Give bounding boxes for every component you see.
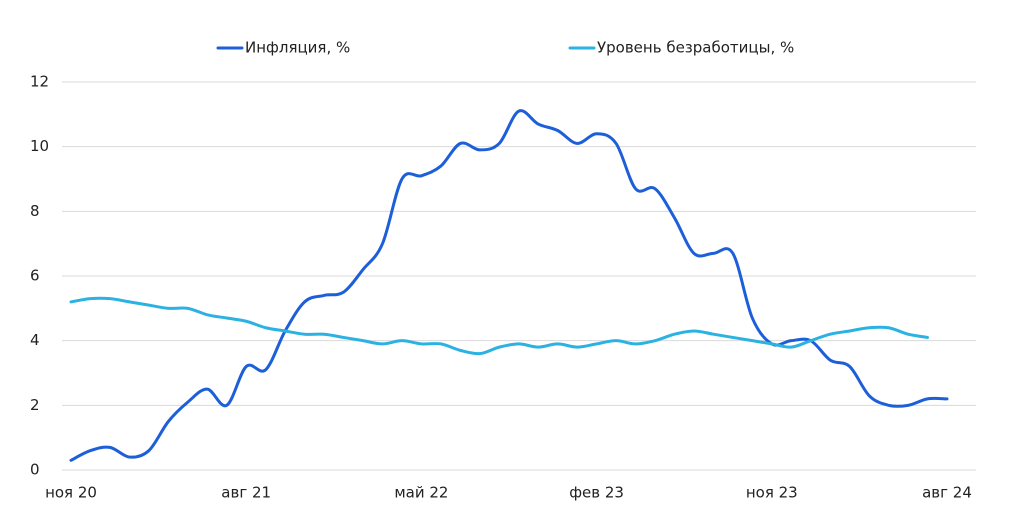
- legend-label: Уровень безработицы, %: [597, 39, 794, 57]
- y-tick-label: 4: [30, 331, 40, 349]
- y-tick-label: 0: [30, 461, 40, 479]
- series-line: [69, 296, 930, 356]
- x-tick-label: ноя 23: [746, 484, 798, 502]
- y-tick-label: 2: [30, 396, 40, 414]
- y-tick-label: 12: [30, 73, 49, 91]
- x-tick-label: май 22: [394, 484, 448, 502]
- series-line: [69, 109, 949, 462]
- x-tick-label: фев 23: [569, 484, 624, 502]
- y-tick-label: 8: [30, 202, 40, 220]
- legend-label: Инфляция, %: [245, 39, 350, 57]
- y-tick-label: 6: [30, 267, 40, 285]
- x-tick-label: ноя 20: [45, 484, 97, 502]
- y-tick-label: 10: [30, 137, 49, 155]
- x-tick-label: авг 21: [221, 484, 271, 502]
- x-tick-label: авг 24: [922, 484, 972, 502]
